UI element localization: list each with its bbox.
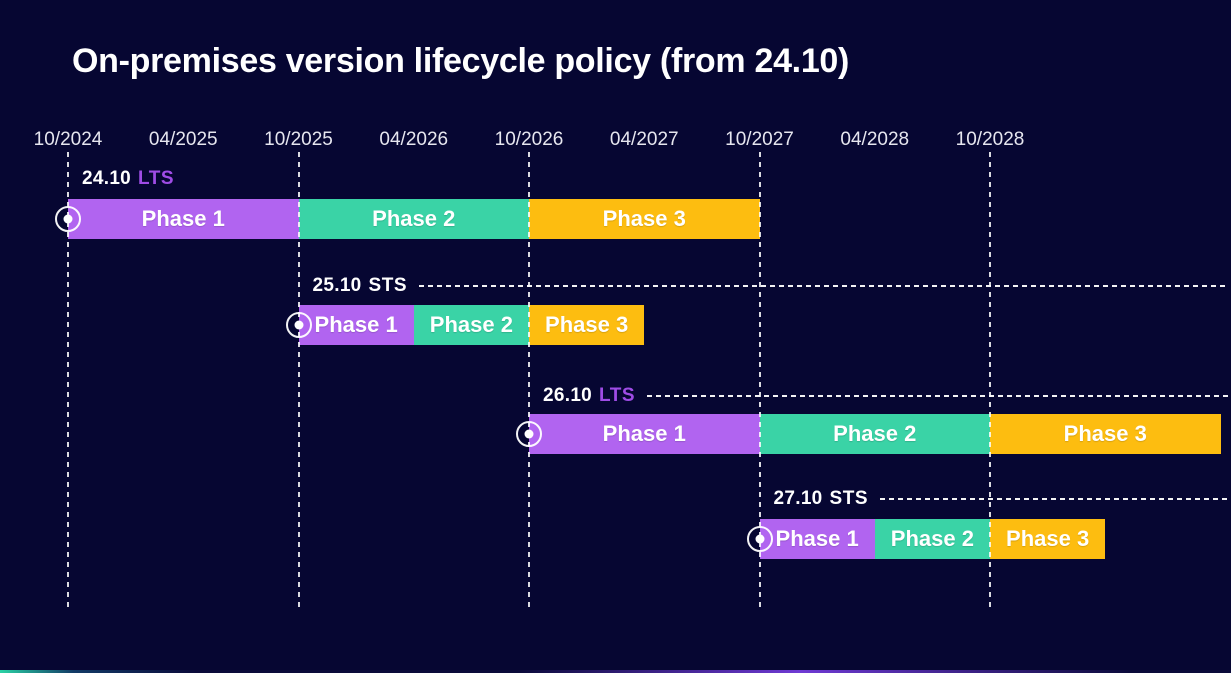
channel-text: LTS xyxy=(599,385,636,406)
row-label-27.10: 27.10 STS xyxy=(773,488,1231,509)
phase-bar: Phase 3 xyxy=(990,414,1221,454)
version-text: 25.10 xyxy=(312,275,362,296)
phase-bar-label: Phase 3 xyxy=(1006,526,1090,551)
phase-bar: Phase 1 xyxy=(298,305,414,345)
dashed-guide-line xyxy=(419,285,1229,287)
phase-bar-label: Phase 2 xyxy=(833,421,917,446)
phase-bar-label: Phase 2 xyxy=(372,206,456,231)
phase-bar-label: Phase 3 xyxy=(545,312,629,337)
phase-bar: Phase 3 xyxy=(990,519,1106,559)
phase-bar: Phase 3 xyxy=(529,199,760,239)
axis-tick-label: 04/2026 xyxy=(379,129,449,150)
axis-tick-label: 04/2025 xyxy=(148,129,218,150)
phase-bar-label: Phase 1 xyxy=(602,421,686,446)
phase-bar: Phase 1 xyxy=(68,199,299,239)
row-label-25.10: 25.10 STS xyxy=(312,275,1231,296)
phase-bar-label: Phase 1 xyxy=(314,312,398,337)
phase-bar-label: Phase 3 xyxy=(1063,421,1147,446)
phase-bar: Phase 3 xyxy=(529,305,645,345)
bottom-gradient-strip xyxy=(0,670,1231,673)
version-text: 26.10 xyxy=(543,385,593,406)
version-text: 27.10 xyxy=(773,488,823,509)
phase-bar: Phase 1 xyxy=(759,519,875,559)
release-marker-dot xyxy=(294,320,303,330)
dashed-gridline xyxy=(758,152,761,612)
release-marker-dot xyxy=(755,534,764,544)
phase-bar-label: Phase 1 xyxy=(775,526,859,551)
release-marker-dot xyxy=(524,429,534,439)
dashed-gridline xyxy=(989,152,991,612)
release-marker-icon xyxy=(285,312,312,338)
phase-bar: Phase 1 xyxy=(529,414,760,454)
axis-tick-label: 10/2027 xyxy=(725,129,794,150)
channel-text: STS xyxy=(829,488,868,509)
dashed-gridline xyxy=(297,152,300,612)
axis-tick-label: 04/2027 xyxy=(609,129,679,150)
phase-bar: Phase 2 xyxy=(874,519,990,559)
dashed-guide-line xyxy=(647,395,1229,397)
phase-bar: Phase 2 xyxy=(298,199,529,239)
dashed-gridline xyxy=(67,152,69,612)
release-marker-dot xyxy=(63,214,73,224)
phase-bar-label: Phase 3 xyxy=(602,206,686,231)
phase-bar-label: Phase 2 xyxy=(429,312,513,337)
chart-title: On-premises version lifecycle policy (fr… xyxy=(72,42,850,80)
axis-tick-label: 10/2026 xyxy=(494,129,564,150)
phase-bar-label: Phase 2 xyxy=(890,526,974,551)
dashed-gridline xyxy=(528,152,530,612)
release-marker-icon xyxy=(516,421,542,447)
release-marker-icon xyxy=(55,206,81,232)
phase-bar: Phase 2 xyxy=(413,305,529,345)
dashed-guide-line xyxy=(880,498,1229,500)
version-text: 24.10 xyxy=(82,168,132,189)
axis-tick-label: 10/2025 xyxy=(264,129,333,150)
row-label-26.10: 26.10 LTS xyxy=(543,385,1231,406)
channel-text: LTS xyxy=(138,168,175,189)
row-label-24.10: 24.10 LTS xyxy=(82,168,1231,189)
phase-bar-label: Phase 1 xyxy=(141,206,225,231)
channel-text: STS xyxy=(368,275,407,296)
axis-tick-label: 10/2028 xyxy=(955,129,1025,150)
axis-tick-label: 10/2024 xyxy=(33,129,103,150)
release-marker-icon xyxy=(746,526,773,552)
phase-bar: Phase 2 xyxy=(759,414,990,454)
axis-tick-label: 04/2028 xyxy=(840,129,910,150)
